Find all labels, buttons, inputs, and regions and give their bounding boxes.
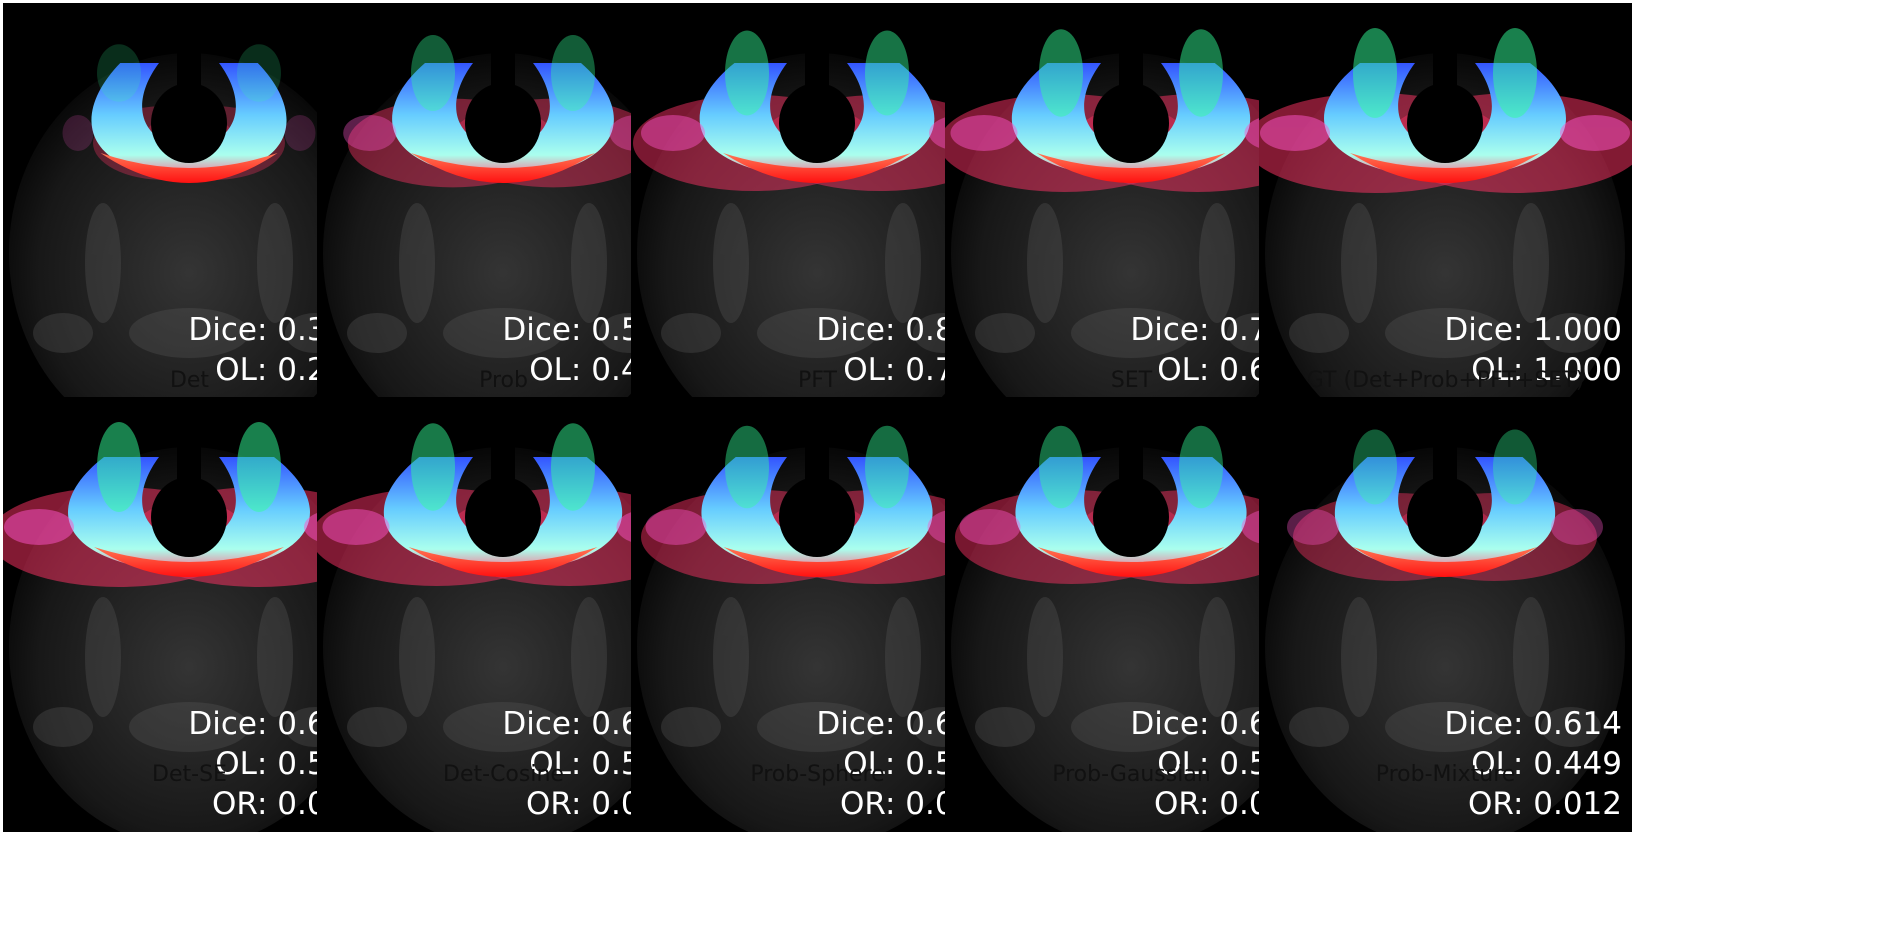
tractography-image (1259, 13, 1632, 438)
dice-label: Dice: (816, 312, 906, 348)
metrics-block: Dice: 0.614 OL: 0.449 OR: 0.012 (1444, 704, 1622, 824)
tractography-panel: Dice: 0.345OL: 0.209OR: 0.003 (3, 3, 376, 438)
dice-label: Dice: (502, 706, 592, 742)
panel-caption: Prob (479, 368, 528, 393)
ol-value: 0.449 (1533, 746, 1622, 782)
dice-value: 1.000 (1533, 312, 1622, 348)
panel-caption: Det (169, 368, 210, 393)
ol-label: OL: (1157, 352, 1220, 388)
or-value: 0.012 (1533, 786, 1622, 822)
dice-label: Dice: (1444, 706, 1534, 742)
ol-value-line: OL: 1.000 (1444, 350, 1622, 390)
or-label: OR: (839, 786, 906, 822)
ol-label: OL: (843, 352, 906, 388)
ol-label: OL: (215, 352, 278, 388)
panel-caption: Det-SE (152, 762, 227, 787)
tractography-image (1265, 410, 1625, 832)
ol-label: OL: (1157, 746, 1220, 782)
tractography-panel: Dice: 0.590OL: 0.425OR: 0.015 (317, 3, 690, 438)
tractography-panel: Dice: 0.646OL: 0.505OR: 0.058 (317, 397, 690, 832)
or-label: OR: (1153, 786, 1220, 822)
panel-caption: Prob-Mixture (1375, 762, 1516, 787)
panel-caption: PFT (798, 368, 837, 393)
tractography-image (317, 407, 690, 832)
dice-label: Dice: (816, 706, 906, 742)
ol-label: OL: (215, 746, 278, 782)
tractography-panel: Dice: 0.668OL: 0.551OR: 0.099 (945, 397, 1318, 832)
dice-label: Dice: (1444, 312, 1534, 348)
panel-caption: Prob-Sphere (750, 762, 885, 787)
dice-label: Dice: (502, 312, 592, 348)
panel-caption: Prob-Gaussian (1052, 762, 1211, 787)
tractography-panel: Dice: 0.614 OL: 0.449 OR: 0.012 (1259, 397, 1632, 832)
tractography-image (951, 408, 1311, 832)
tractography-panel: Dice: 0.767OL: 0.648OR: 0.042 (945, 3, 1318, 438)
panel-caption: SET (1110, 368, 1153, 393)
panel-caption: Det-Cosine (443, 762, 564, 787)
or-label: OR: (525, 786, 592, 822)
ol-value-line: OL: 0.449 (1444, 744, 1622, 784)
or-label: OR: (1467, 786, 1534, 822)
or-label: OR: (211, 786, 278, 822)
tractography-image (323, 15, 683, 438)
dice-label: Dice: (188, 312, 278, 348)
ol-label: OL: (1471, 352, 1534, 388)
tractography-image (945, 13, 1318, 438)
tractography-image (637, 408, 997, 832)
or-value-line: OR: 0.012 (1444, 784, 1622, 824)
ol-label: OL: (529, 352, 592, 388)
dice-value: 0.614 (1533, 706, 1622, 742)
dice-label: Dice: (188, 706, 278, 742)
ol-label: OL: (843, 746, 906, 782)
tractography-image (633, 14, 1001, 438)
ol-label: OL: (1471, 746, 1534, 782)
dice-label: Dice: (1130, 706, 1220, 742)
ol-label: OL: (529, 746, 592, 782)
ol-value: 1.000 (1533, 352, 1622, 388)
dice-value-line: Dice: 1.000 (1444, 310, 1622, 350)
tractography-panel: Dice: 0.648OL: 0.509OR: 0.063 (631, 397, 1004, 832)
panel-caption: GT (Det+Prob+PFT+SET) (1306, 368, 1585, 393)
tractography-image (9, 19, 369, 438)
dice-label: Dice: (1130, 312, 1220, 348)
dice-value-line: Dice: 0.614 (1444, 704, 1622, 744)
